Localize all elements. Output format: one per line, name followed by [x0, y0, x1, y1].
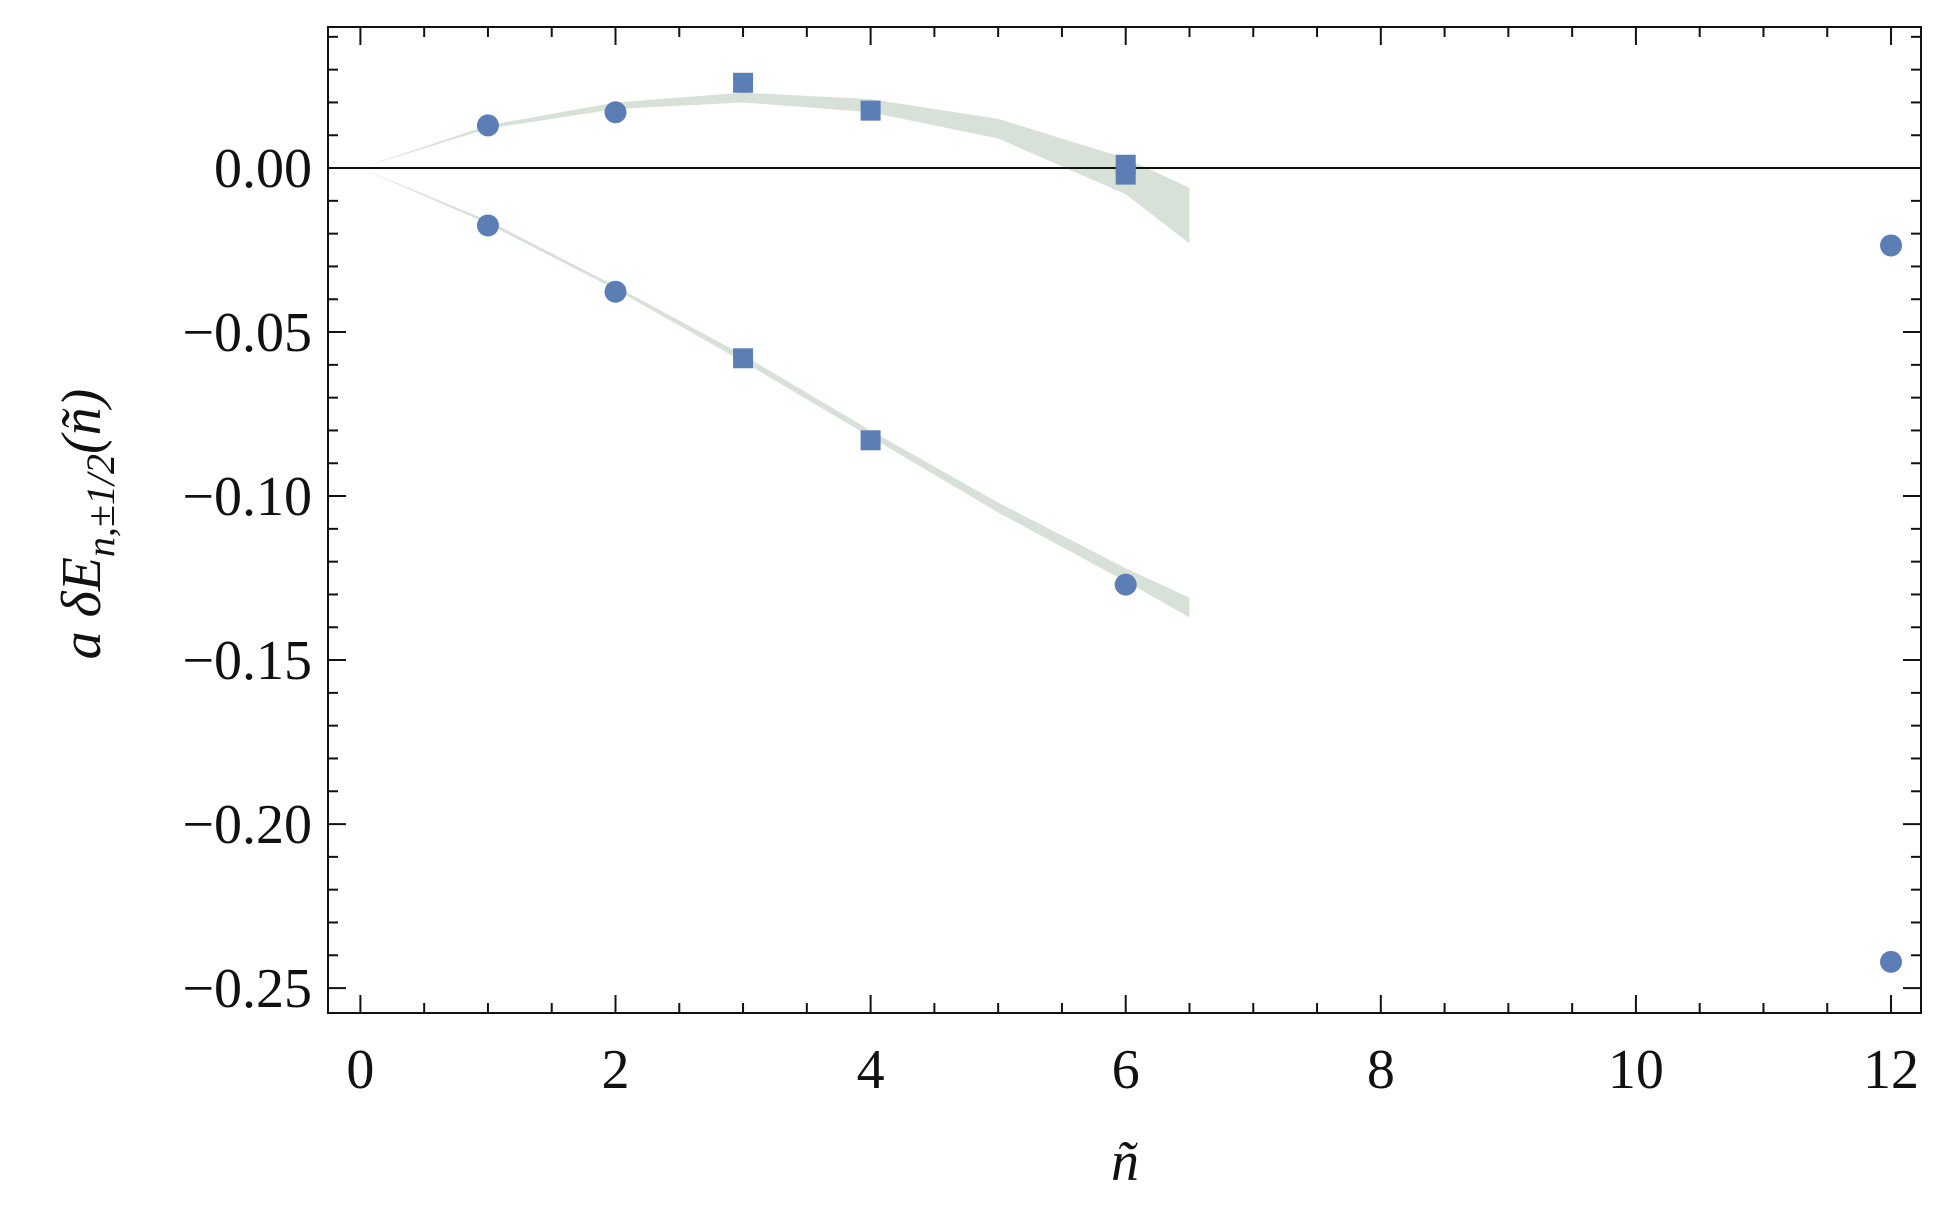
data-point [1115, 164, 1136, 185]
x-tick-label: 4 [857, 1039, 885, 1101]
x-tick-label: 10 [1608, 1039, 1664, 1101]
data-point [604, 280, 627, 303]
x-tick-label: 2 [602, 1039, 630, 1101]
y-tick-label: −0.10 [182, 466, 312, 528]
data-point [604, 101, 627, 124]
data-point [733, 348, 754, 369]
data-point [476, 214, 499, 237]
data-point [476, 114, 499, 137]
x-tick-label: 0 [346, 1039, 374, 1101]
y-tick-label: −0.15 [182, 630, 312, 692]
fit-band [360, 92, 1190, 244]
y-tick-label: −0.05 [182, 302, 312, 364]
data-point [1880, 950, 1903, 973]
x-tick-label: 6 [1112, 1039, 1140, 1101]
x-tick-label: 8 [1367, 1039, 1395, 1101]
y-tick-label: 0.00 [214, 138, 312, 200]
y-tick-label: −0.20 [182, 794, 312, 856]
data-point [860, 100, 881, 121]
x-axis-label: ñ [1111, 1131, 1139, 1193]
plot-frame [327, 26, 1922, 1014]
data-point [860, 430, 881, 451]
y-label-tail: (ñ) [51, 389, 113, 454]
data-point [1880, 234, 1903, 257]
y-tick-label: −0.25 [182, 958, 312, 1020]
y-label-sub: n,±1/2 [78, 454, 123, 557]
data-point [1114, 573, 1137, 596]
y-axis-label: a δEn,±1/2(ñ) [51, 389, 123, 660]
y-label-main: a δE [51, 557, 113, 659]
data-point [733, 72, 754, 93]
x-tick-label: 12 [1863, 1039, 1919, 1101]
